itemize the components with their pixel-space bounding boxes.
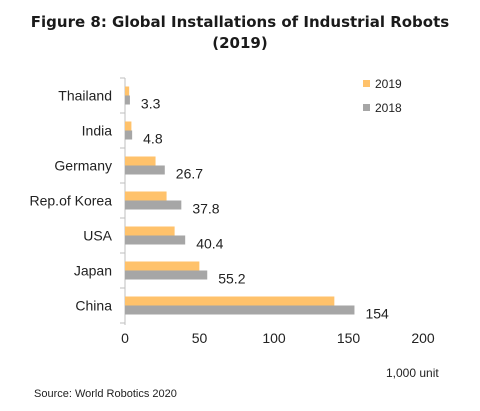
bar-2018-india [125, 130, 133, 140]
bar-2018-germany [125, 165, 165, 175]
x-tick-label: 200 [411, 330, 435, 346]
category-label: Germany [54, 158, 112, 174]
category-label: Rep.of Korea [30, 193, 113, 209]
data-label: 4.8 [143, 131, 163, 147]
x-tick-label: 0 [121, 330, 129, 346]
chart-title-line2: (2019) [212, 34, 268, 52]
data-label: 154 [365, 306, 389, 322]
bar-2018-china [125, 305, 355, 315]
category-label: Thailand [58, 88, 112, 104]
data-label: 26.7 [176, 166, 203, 182]
legend-label: 2018 [375, 101, 402, 115]
x-tick-label: 50 [192, 330, 208, 346]
legend-label: 2019 [375, 77, 402, 91]
x-tick-label: 100 [262, 330, 286, 346]
bar-2018-japan [125, 270, 208, 280]
data-label: 40.4 [196, 236, 223, 252]
bar-2019-japan [125, 261, 200, 271]
chart-title: Figure 8: Global Installations of Indust… [0, 12, 480, 54]
bar-2019-china [125, 296, 335, 306]
bar-2019-india [125, 121, 132, 131]
legend-swatch-2019 [363, 80, 370, 87]
legend-swatch-2018 [363, 104, 370, 111]
data-label: 37.8 [192, 201, 219, 217]
category-label: India [82, 123, 113, 139]
bar-2018-usa [125, 235, 186, 245]
unit-note: 1,000 unit [386, 366, 439, 380]
source-note: Source: World Robotics 2020 [34, 388, 177, 400]
bar-2019-germany [125, 156, 156, 166]
data-label: 3.3 [141, 96, 161, 112]
chart-title-line1: Figure 8: Global Installations of Indust… [30, 13, 450, 31]
category-label: USA [83, 228, 112, 244]
data-label: 55.2 [218, 271, 245, 287]
category-label: Japan [74, 263, 112, 279]
x-tick-label: 150 [337, 330, 361, 346]
bar-2018-rep-of-korea [125, 200, 182, 210]
bar-2018-thailand [125, 95, 130, 105]
bar-2019-thailand [125, 86, 130, 96]
bar-2019-rep-of-korea [125, 191, 167, 201]
category-label: China [75, 298, 112, 314]
bar-2019-usa [125, 226, 175, 236]
